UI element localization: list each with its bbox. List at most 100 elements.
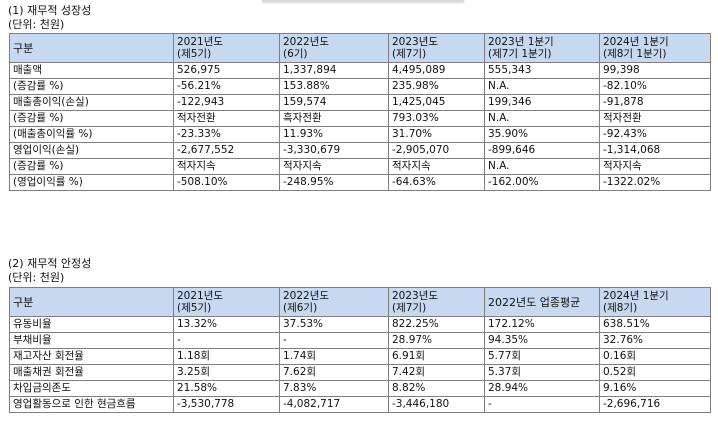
table-cell: 31.70% bbox=[388, 126, 485, 143]
section1-title: (1) 재무적 성장성 bbox=[8, 4, 92, 17]
table-cell: -248.95% bbox=[279, 174, 389, 191]
table-row: 차입금의존도 21.58% 7.83% 8.82% 28.94% 9.16% bbox=[9, 380, 711, 397]
header-cell-2023q1: 2023년 1분기 (제7기 1분기) bbox=[484, 33, 600, 63]
row-label: (영업이익률 %) bbox=[9, 174, 174, 191]
table-row: 매출채권 회전율 3.25회 7.62회 7.42회 5.37회 0.52회 bbox=[9, 364, 711, 381]
row-label: (증감률 %) bbox=[9, 78, 174, 95]
section2-title: (2) 재무적 안정성 bbox=[8, 257, 92, 270]
table-cell: -2,696,716 bbox=[599, 396, 711, 413]
table-row: 영업활동으로 인한 현금흐름 -3,530,778 -4,082,717 -3,446… bbox=[9, 396, 711, 413]
table-cell: -92.43% bbox=[599, 126, 711, 143]
table-cell: -899,646 bbox=[484, 142, 600, 159]
table-cell: 526,975 bbox=[173, 62, 280, 79]
header-cell-2023: 2023년도 (제7기) bbox=[388, 33, 485, 63]
row-label: 재고자산 회전율 bbox=[9, 348, 174, 365]
table-row: 재고자산 회전율 1.18회 1.74회 6.91회 5.77회 0.16회 bbox=[9, 348, 711, 365]
table-cell: 11.93% bbox=[279, 126, 389, 143]
table-cell: 159,574 bbox=[279, 94, 389, 111]
table-cell: 1,337,894 bbox=[279, 62, 389, 79]
header-cell-2024q1: 2024년 1분기 (제8기 1분기) bbox=[599, 33, 711, 63]
table-cell: -4,082,717 bbox=[279, 396, 389, 413]
table-cell: -3,530,778 bbox=[173, 396, 280, 413]
table-cell: -1,314,068 bbox=[599, 142, 711, 159]
table-cell: 적자전환 bbox=[599, 110, 711, 127]
table-cell: 94.35% bbox=[484, 332, 600, 349]
table-row: 매출액 526,975 1,337,894 4,495,089 555,343 99,39… bbox=[9, 62, 711, 79]
table-cell: -64.63% bbox=[388, 174, 485, 191]
table-cell: 99,398 bbox=[599, 62, 711, 79]
table-cell: 6.91회 bbox=[388, 348, 485, 365]
table-cell: N.A. bbox=[484, 158, 600, 175]
window-top-edge bbox=[262, 0, 464, 2]
table-cell: - bbox=[484, 396, 600, 413]
table-cell: -3,446,180 bbox=[388, 396, 485, 413]
table-cell: 638.51% bbox=[599, 316, 711, 333]
table-row: (증감률 %) -56.21% 153.88% 235.98% N.A. -82.10% bbox=[9, 78, 711, 95]
section1-unit: (단위: 천원) bbox=[8, 18, 65, 31]
table-cell: -2,677,552 bbox=[173, 142, 280, 159]
table-cell: 7.42회 bbox=[388, 364, 485, 381]
table-row: 부채비율 - -28.97% 94.35% 32.76% bbox=[9, 332, 711, 349]
header-cell-category: 구분 bbox=[9, 33, 174, 63]
table-cell: 9.16% bbox=[599, 380, 711, 397]
header-cell-2024q1: 2024년 1분기 (제8기) bbox=[599, 287, 711, 317]
row-label: 매출총이익(손실) bbox=[9, 94, 174, 111]
row-label: 매출채권 회전율 bbox=[9, 364, 174, 381]
table-cell: 7.83% bbox=[279, 380, 389, 397]
table-cell: -1322.02% bbox=[599, 174, 711, 191]
header-cell-2022: 2022년도 (제6기) bbox=[279, 287, 389, 317]
row-label: 영업활동으로 인한 현금흐름 bbox=[9, 396, 174, 413]
table-cell: 흑자전환 bbox=[279, 110, 389, 127]
table-cell: 28.94% bbox=[484, 380, 600, 397]
table-row: (증감률 %) 적자전환 흑자전환 793.03% N.A. 적자전환 bbox=[9, 110, 711, 127]
table-header-row: 구분 2021년도 (제5기) 2022년도 (6기) 2023년도 (제7기) 20… bbox=[9, 33, 711, 63]
header-cell-2021: 2021년도 (제5기) bbox=[173, 33, 280, 63]
table-cell: 1.74회 bbox=[279, 348, 389, 365]
table-cell: -3,330,679 bbox=[279, 142, 389, 159]
header-cell-2021: 2021년도 (제5기) bbox=[173, 287, 280, 317]
row-label: 유동비율 bbox=[9, 316, 174, 333]
table-cell: 822.25% bbox=[388, 316, 485, 333]
table-row: 영업이익(손실) -2,677,552 -3,330,679 -2,905,070 -8… bbox=[9, 142, 711, 159]
header-cell-2022: 2022년도 (6기) bbox=[279, 33, 389, 63]
table-row: 유동비율 13.32% 37.53% 822.25% 172.12% 638.51% bbox=[9, 316, 711, 333]
table-row: (증감률 %) 적자지속 적자지속 적자지속 N.A. 적자지속 bbox=[9, 158, 711, 175]
table-cell: - bbox=[279, 332, 389, 349]
row-label: (매출총이익률 %) bbox=[9, 126, 174, 143]
table-header-row: 구분 2021년도 (제5기) 2022년도 (제6기) 2023년도 (제7기) 2… bbox=[9, 287, 711, 317]
table-cell: -82.10% bbox=[599, 78, 711, 95]
table-cell: 0.52회 bbox=[599, 364, 711, 381]
table-cell: 153.88% bbox=[279, 78, 389, 95]
table-row: (영업이익률 %) -508.10% -248.95% -64.63% -162.00%… bbox=[9, 174, 711, 191]
table-row: 매출총이익(손실) -122,943 159,574 1,425,045 199,346… bbox=[9, 94, 711, 111]
header-cell-2023: 2023년도 (제7기) bbox=[388, 287, 485, 317]
table-cell: 32.76% bbox=[599, 332, 711, 349]
table-cell: 35.90% bbox=[484, 126, 600, 143]
table-cell: 0.16회 bbox=[599, 348, 711, 365]
table-cell: 235.98% bbox=[388, 78, 485, 95]
table-cell: 적자지속 bbox=[173, 158, 280, 175]
table-cell: 1,425,045 bbox=[388, 94, 485, 111]
table-cell: 4,495,089 bbox=[388, 62, 485, 79]
row-label: 차입금의존도 bbox=[9, 380, 174, 397]
table-cell: 555,343 bbox=[484, 62, 600, 79]
table-cell: 적자지속 bbox=[599, 158, 711, 175]
table-cell: 21.58% bbox=[173, 380, 280, 397]
table-cell: 5.37회 bbox=[484, 364, 600, 381]
table-cell: -122,943 bbox=[173, 94, 280, 111]
table-cell: 적자지속 bbox=[279, 158, 389, 175]
row-label: 영업이익(손실) bbox=[9, 142, 174, 159]
table-cell: 1.18회 bbox=[173, 348, 280, 365]
table-cell: -56.21% bbox=[173, 78, 280, 95]
growth-table: 구분 2021년도 (제5기) 2022년도 (6기) 2023년도 (제7기) 20… bbox=[9, 33, 711, 191]
table-cell: -508.10% bbox=[173, 174, 280, 191]
table-cell: 적자지속 bbox=[388, 158, 485, 175]
row-label: (증감률 %) bbox=[9, 110, 174, 127]
table-cell: -23.33% bbox=[173, 126, 280, 143]
table-cell: 8.82% bbox=[388, 380, 485, 397]
row-label: 매출액 bbox=[9, 62, 174, 79]
section2-unit: (단위: 천원) bbox=[8, 271, 65, 284]
stability-table: 구분 2021년도 (제5기) 2022년도 (제6기) 2023년도 (제7기) 2… bbox=[9, 287, 711, 413]
table-cell: 793.03% bbox=[388, 110, 485, 127]
table-cell: 13.32% bbox=[173, 316, 280, 333]
